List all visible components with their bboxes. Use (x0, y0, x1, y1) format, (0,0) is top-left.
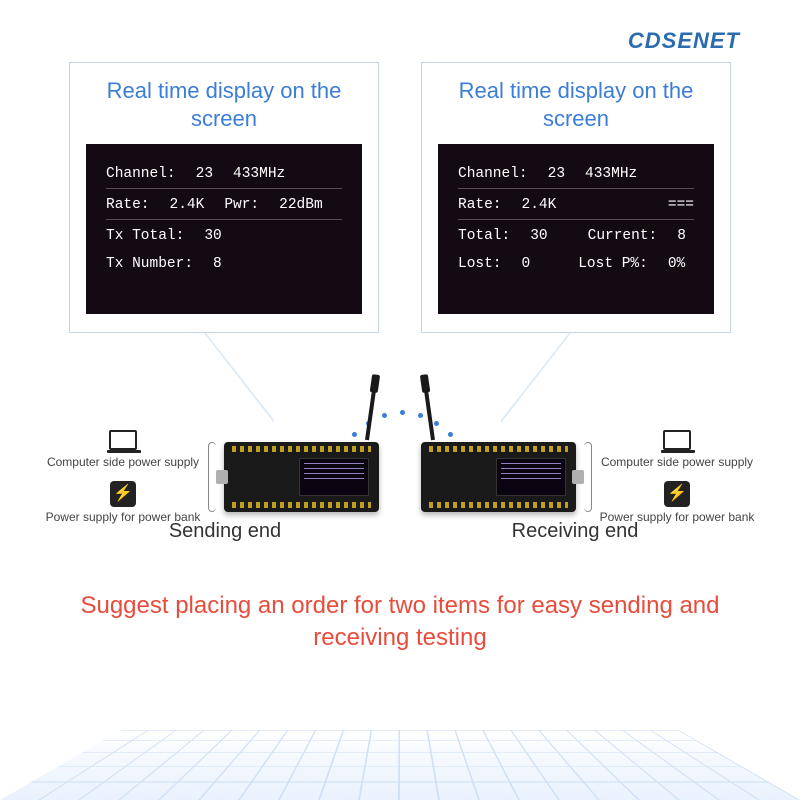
txtotal-val: 30 (204, 228, 221, 244)
labels-right: Computer side power supply ⚡ Power suppl… (600, 430, 755, 525)
powerbank-label: ⚡ Power supply for power bank (46, 481, 201, 524)
callout-sending: Real time display on the screen Channel:… (69, 62, 379, 333)
callouts-row: Real time display on the screen Channel:… (0, 62, 800, 333)
txnum-val: 8 (213, 256, 222, 272)
callout-title: Real time display on the screen (86, 77, 362, 132)
channel-val: 23 (548, 166, 565, 182)
freq-val: 433MHz (233, 166, 285, 182)
rate-label: Rate: (458, 197, 502, 213)
labels-left: Computer side power supply ⚡ Power suppl… (46, 430, 201, 525)
usb-port (572, 470, 584, 484)
freq-val: 433MHz (585, 166, 637, 182)
callout-receiving: Real time display on the screen Channel:… (421, 62, 731, 333)
channel-val: 23 (196, 166, 213, 182)
device-sending: Computer side power supply ⚡ Power suppl… (46, 430, 380, 525)
brand-logo: CDSENET (628, 28, 740, 54)
module-board (224, 442, 379, 512)
pwr-blank: === (668, 197, 694, 213)
callout-pointer (501, 333, 571, 423)
pwr-label: Pwr: (224, 197, 259, 213)
txtotal-label: Tx Total: (106, 228, 184, 244)
channel-label: Channel: (106, 166, 176, 182)
mini-oled (299, 458, 369, 496)
total-val: 30 (530, 228, 547, 244)
computer-text: Computer side power supply (600, 455, 755, 469)
lostpct-val: 0% (668, 256, 685, 272)
callout-pointer (204, 333, 274, 423)
current-label: Current: (588, 228, 658, 244)
computer-label: Computer side power supply (600, 430, 755, 469)
powerbank-label: ⚡ Power supply for power bank (600, 481, 755, 524)
mini-oled (496, 458, 566, 496)
lostpct-label: Lost P%: (578, 256, 648, 272)
rate-label: Rate: (106, 197, 150, 213)
channel-label: Channel: (458, 166, 528, 182)
current-val: 8 (677, 228, 686, 244)
callout-box: Real time display on the screen Channel:… (421, 62, 731, 333)
bracket-icon (208, 442, 216, 512)
oled-sending: Channel: 23 433MHz Rate: 2.4K Pwr: 22dBm… (86, 144, 362, 314)
laptop-icon (109, 430, 137, 450)
lost-val: 0 (522, 256, 531, 272)
rate-val: 2.4K (522, 197, 557, 213)
rate-val: 2.4K (170, 197, 205, 213)
battery-icon: ⚡ (110, 481, 136, 507)
suggestion-text: Suggest placing an order for two items f… (0, 590, 800, 655)
callout-title: Real time display on the screen (438, 77, 714, 132)
total-label: Total: (458, 228, 510, 244)
grid-floor (0, 730, 800, 800)
lost-label: Lost: (458, 256, 502, 272)
device-receiving: Computer side power supply ⚡ Power suppl… (421, 430, 755, 525)
callout-box: Real time display on the screen Channel:… (69, 62, 379, 333)
receiving-end-label: Receiving end (415, 520, 735, 543)
end-labels: Sending end Receiving end (0, 520, 800, 543)
bracket-icon (584, 442, 592, 512)
devices-row: Computer side power supply ⚡ Power suppl… (0, 430, 800, 525)
usb-port (216, 470, 228, 484)
oled-receiving: Channel: 23 433MHz Rate: 2.4K === Total:… (438, 144, 714, 314)
computer-label: Computer side power supply (46, 430, 201, 469)
txnum-label: Tx Number: (106, 256, 193, 272)
module-board (421, 442, 576, 512)
battery-icon: ⚡ (664, 481, 690, 507)
computer-text: Computer side power supply (46, 455, 201, 469)
laptop-icon (663, 430, 691, 450)
sending-end-label: Sending end (65, 520, 385, 543)
pwr-val: 22dBm (279, 197, 323, 213)
